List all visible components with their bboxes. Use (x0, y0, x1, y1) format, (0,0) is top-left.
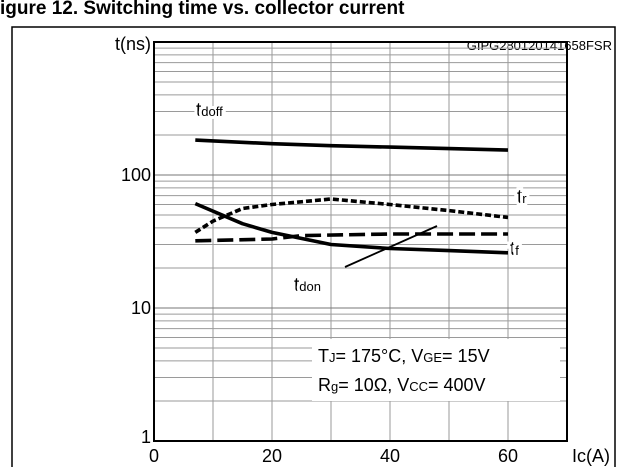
x-tick-label: 40 (380, 446, 400, 466)
x-tick-label: 60 (498, 446, 518, 466)
series-line-tr (194, 197, 509, 234)
conditions-box (312, 339, 560, 401)
y-tick-label: 100 (121, 165, 151, 185)
figure-frame (11, 26, 616, 467)
series-label-tdon: tdon (294, 275, 321, 296)
figure-id: GIPG280120141658FSR (467, 38, 612, 53)
plot-area-border (153, 41, 568, 442)
x-tick-label: 0 (149, 446, 159, 466)
series-label-tf: tf (510, 239, 519, 260)
y-tick-label: 1 (141, 427, 151, 447)
x-axis-label: Ic(A) (572, 446, 610, 466)
series-line-tdoff (195, 138, 509, 152)
grid-layer (154, 42, 567, 441)
y-tick-label: 10 (131, 298, 151, 318)
y-axis-label: t(ns) (115, 34, 151, 54)
series-layer (194, 138, 509, 255)
x-tick-label: 20 (262, 446, 282, 466)
tdon-leader-line (344, 225, 438, 268)
series-label-tdoff: tdoff (196, 100, 223, 121)
conditions-line-1: TJ= 175°C, VGE= 15V (318, 346, 490, 366)
series-label-tr: tr (517, 187, 527, 208)
figure-title: igure 12. Switching time vs. collector c… (0, 0, 405, 19)
tick-label-layer: 0 20 40 60 1 10 100 (121, 165, 518, 466)
conditions-line-2: Rg= 10Ω, VCC= 400V (318, 375, 486, 395)
series-line-tdon (195, 232, 508, 243)
series-line-tf (194, 201, 509, 255)
